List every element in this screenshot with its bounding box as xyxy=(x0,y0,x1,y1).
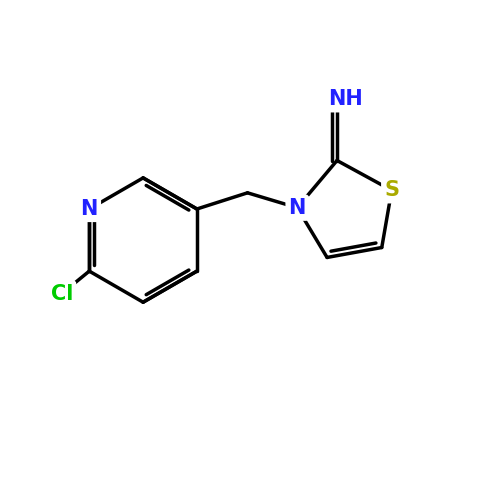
Text: Cl: Cl xyxy=(50,284,73,304)
Text: N: N xyxy=(80,199,98,219)
Text: N: N xyxy=(288,198,306,218)
Text: NH: NH xyxy=(328,90,364,110)
Text: S: S xyxy=(384,180,399,201)
